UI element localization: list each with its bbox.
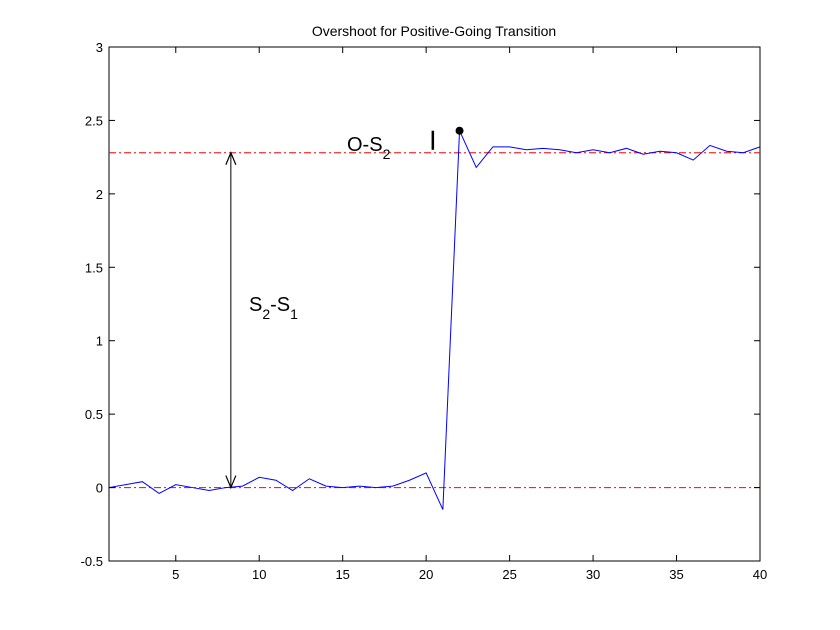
y-tick-label: 3 <box>96 40 103 55</box>
step-arrow-head-top <box>225 151 237 165</box>
y-tick-label: 0 <box>96 481 103 496</box>
y-tick-label: 1.5 <box>85 260 103 275</box>
annotations: O-S2 S2-S1 <box>225 126 464 490</box>
overshoot-marker <box>455 126 464 135</box>
x-tick-label: 10 <box>252 567 266 582</box>
x-tick-label: 25 <box>502 567 516 582</box>
y-tick-label: 1 <box>96 334 103 349</box>
step-arrow-head-bottom <box>225 475 237 490</box>
x-tick-label: 20 <box>419 567 433 582</box>
series-line-1 <box>108 130 761 510</box>
overshoot-label: O-S2 <box>347 134 391 162</box>
y-tick-label: 0.5 <box>85 407 103 422</box>
y-tick-label: 2 <box>96 187 103 202</box>
plot-area <box>108 46 761 562</box>
axis-ticks: 5 10 15 20 25 30 35 40 -0.5 0 0.5 1 1.5 2 2.5 3 <box>81 40 768 582</box>
y-tick-label: -0.5 <box>81 554 103 569</box>
y-tick-label: 2.5 <box>85 113 103 128</box>
x-tick-label: 15 <box>335 567 349 582</box>
chart-title: Overshoot for Positive-Going Transition <box>312 23 556 39</box>
x-tick-label: 5 <box>172 567 179 582</box>
x-tick-label: 30 <box>586 567 600 582</box>
step-size-label: S2-S1 <box>249 294 298 322</box>
x-tick-label: 35 <box>669 567 683 582</box>
series-layer <box>108 130 761 510</box>
x-tick-label: 40 <box>753 567 767 582</box>
